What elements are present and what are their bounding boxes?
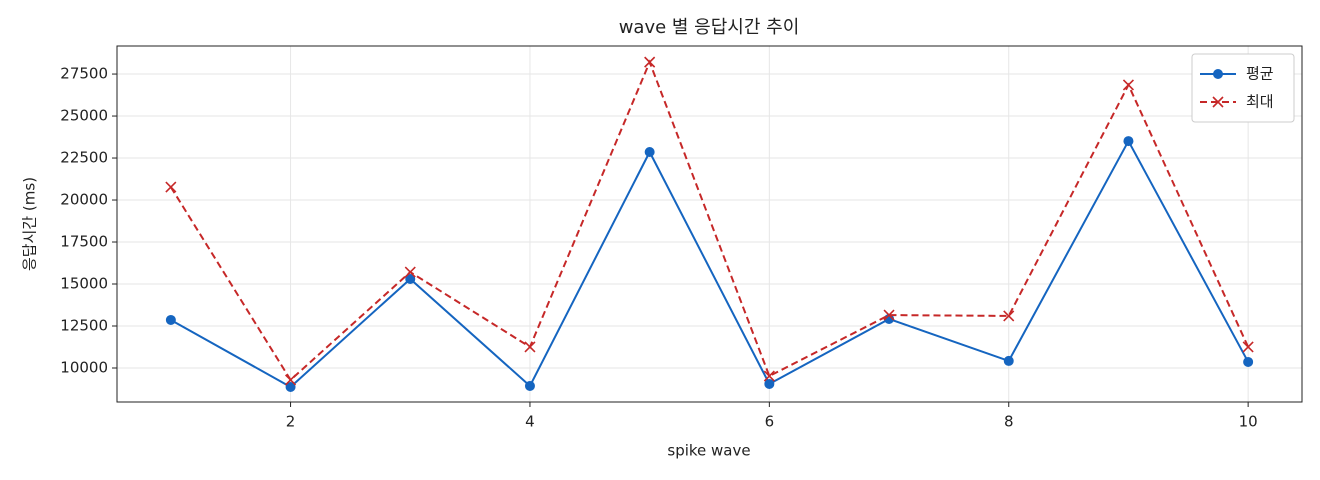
marker	[644, 146, 655, 157]
marker	[165, 181, 177, 193]
legend-label: 최대	[1246, 93, 1274, 111]
marker	[284, 374, 297, 386]
marker	[764, 378, 775, 389]
chart-title: wave 별 응답시간 추이	[619, 17, 800, 38]
x-axis-label: spike wave	[667, 442, 750, 460]
y-tick-label: 27500	[60, 65, 108, 83]
y-tick-label: 22500	[60, 149, 108, 167]
marker	[404, 266, 416, 278]
marker	[405, 273, 416, 284]
marker	[1122, 79, 1135, 91]
x-tick-label: 8	[1004, 413, 1014, 431]
marker	[524, 380, 535, 391]
x-tick-label: 2	[286, 413, 296, 431]
marker	[884, 313, 895, 324]
marker	[763, 370, 775, 382]
legend-marker	[1213, 69, 1223, 79]
y-tick-label: 25000	[60, 107, 108, 125]
y-tick-label: 12500	[60, 316, 108, 334]
marker	[1123, 136, 1134, 147]
y-tick-label: 10000	[60, 358, 108, 376]
y-tick-label: 20000	[60, 191, 108, 209]
x-tick-label: 4	[525, 413, 535, 431]
marker	[1243, 356, 1254, 367]
x-tick-label: 6	[765, 413, 775, 431]
y-tick-label: 15000	[60, 275, 108, 293]
legend-label: 평균	[1246, 65, 1274, 83]
y-tick-label: 17500	[60, 233, 108, 251]
marker	[1003, 310, 1015, 322]
x-tick-label: 10	[1239, 413, 1258, 431]
series-line	[170, 59, 1250, 382]
legend-marker	[1212, 96, 1224, 108]
marker	[644, 56, 656, 68]
plot-frame	[116, 45, 1303, 403]
legend-box	[1191, 53, 1295, 123]
marker	[883, 309, 895, 321]
y-axis-label: 응답시간 (ms)	[21, 177, 39, 271]
marker	[1003, 355, 1014, 366]
marker	[165, 314, 176, 325]
marker	[1242, 341, 1254, 353]
marker	[524, 341, 536, 353]
series-line	[170, 138, 1250, 389]
marker	[285, 381, 296, 392]
